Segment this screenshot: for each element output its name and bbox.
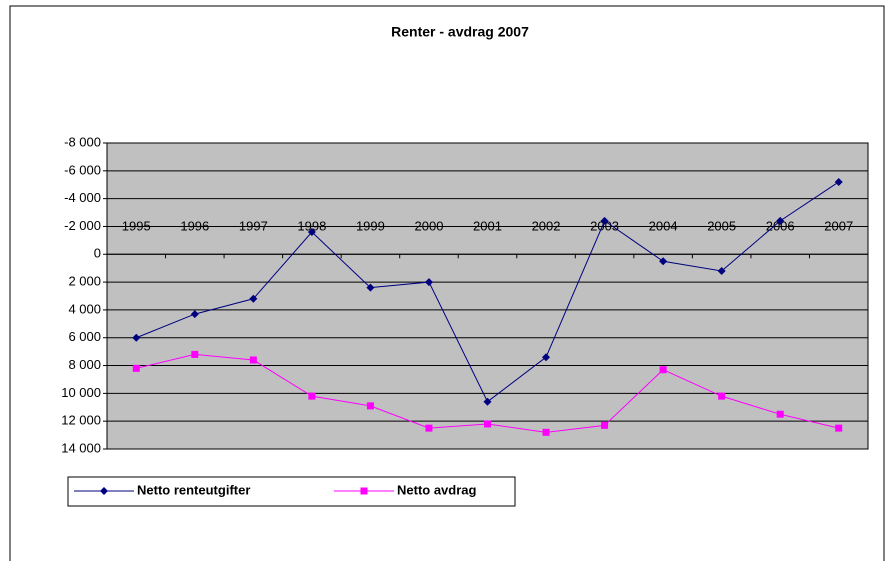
data-point [308, 392, 316, 400]
y-tick-label: -2 000 [64, 218, 101, 233]
data-point [835, 424, 843, 432]
data-point [600, 216, 609, 225]
data-point [776, 216, 785, 225]
data-point [425, 424, 433, 432]
legend-box [67, 476, 516, 507]
x-tick-label: 2002 [532, 219, 561, 234]
data-point [659, 366, 667, 374]
y-tick-label: 0 [94, 246, 101, 261]
x-tick-label: 1997 [239, 219, 268, 234]
data-point [132, 333, 141, 342]
y-tick-label: -6 000 [64, 162, 101, 177]
legend-label: Netto avdrag [397, 482, 477, 497]
x-tick-label: 2004 [649, 219, 678, 234]
data-point [366, 283, 375, 292]
data-point [717, 266, 726, 275]
x-tick-label: 1996 [180, 219, 209, 234]
data-point [834, 177, 843, 186]
data-point [484, 420, 491, 428]
data-point [601, 421, 609, 429]
y-tick-label: -4 000 [64, 190, 101, 205]
y-tick-label: 14 000 [61, 440, 101, 455]
data-point [132, 364, 140, 372]
data-point [424, 278, 433, 287]
data-point [249, 356, 257, 364]
chart-title: Renter - avdrag 2007 [391, 24, 529, 40]
y-tick-label: -8 000 [64, 134, 101, 149]
data-point [542, 353, 551, 362]
data-point [659, 257, 668, 266]
x-tick-label: 2003 [590, 219, 619, 234]
data-point [366, 402, 374, 410]
y-tick-label: 10 000 [61, 385, 101, 400]
data-point [776, 410, 784, 418]
data-point [483, 397, 492, 406]
x-tick-label: 1995 [122, 219, 151, 234]
y-tick-label: 12 000 [61, 413, 101, 428]
legend-marker [360, 487, 368, 495]
x-tick-label: 2000 [415, 219, 444, 234]
legend-label: Netto renteutgifter [137, 482, 250, 497]
x-tick-label: 1999 [356, 219, 385, 234]
y-tick-label: 6 000 [68, 329, 101, 344]
x-tick-label: 2001 [473, 219, 502, 234]
data-point [249, 294, 258, 303]
y-tick-label: 2 000 [68, 274, 101, 289]
data-point [190, 310, 199, 319]
y-tick-label: 4 000 [68, 301, 101, 316]
data-point [718, 392, 726, 400]
data-point [191, 350, 199, 358]
x-tick-label: 2005 [707, 219, 736, 234]
x-tick-label: 2007 [824, 219, 853, 234]
x-tick-label: 2006 [766, 219, 795, 234]
x-tick-label: 1998 [297, 219, 326, 234]
y-tick-label: 8 000 [68, 357, 101, 372]
data-point [307, 228, 316, 237]
legend-marker [100, 487, 108, 495]
data-point [542, 428, 550, 436]
